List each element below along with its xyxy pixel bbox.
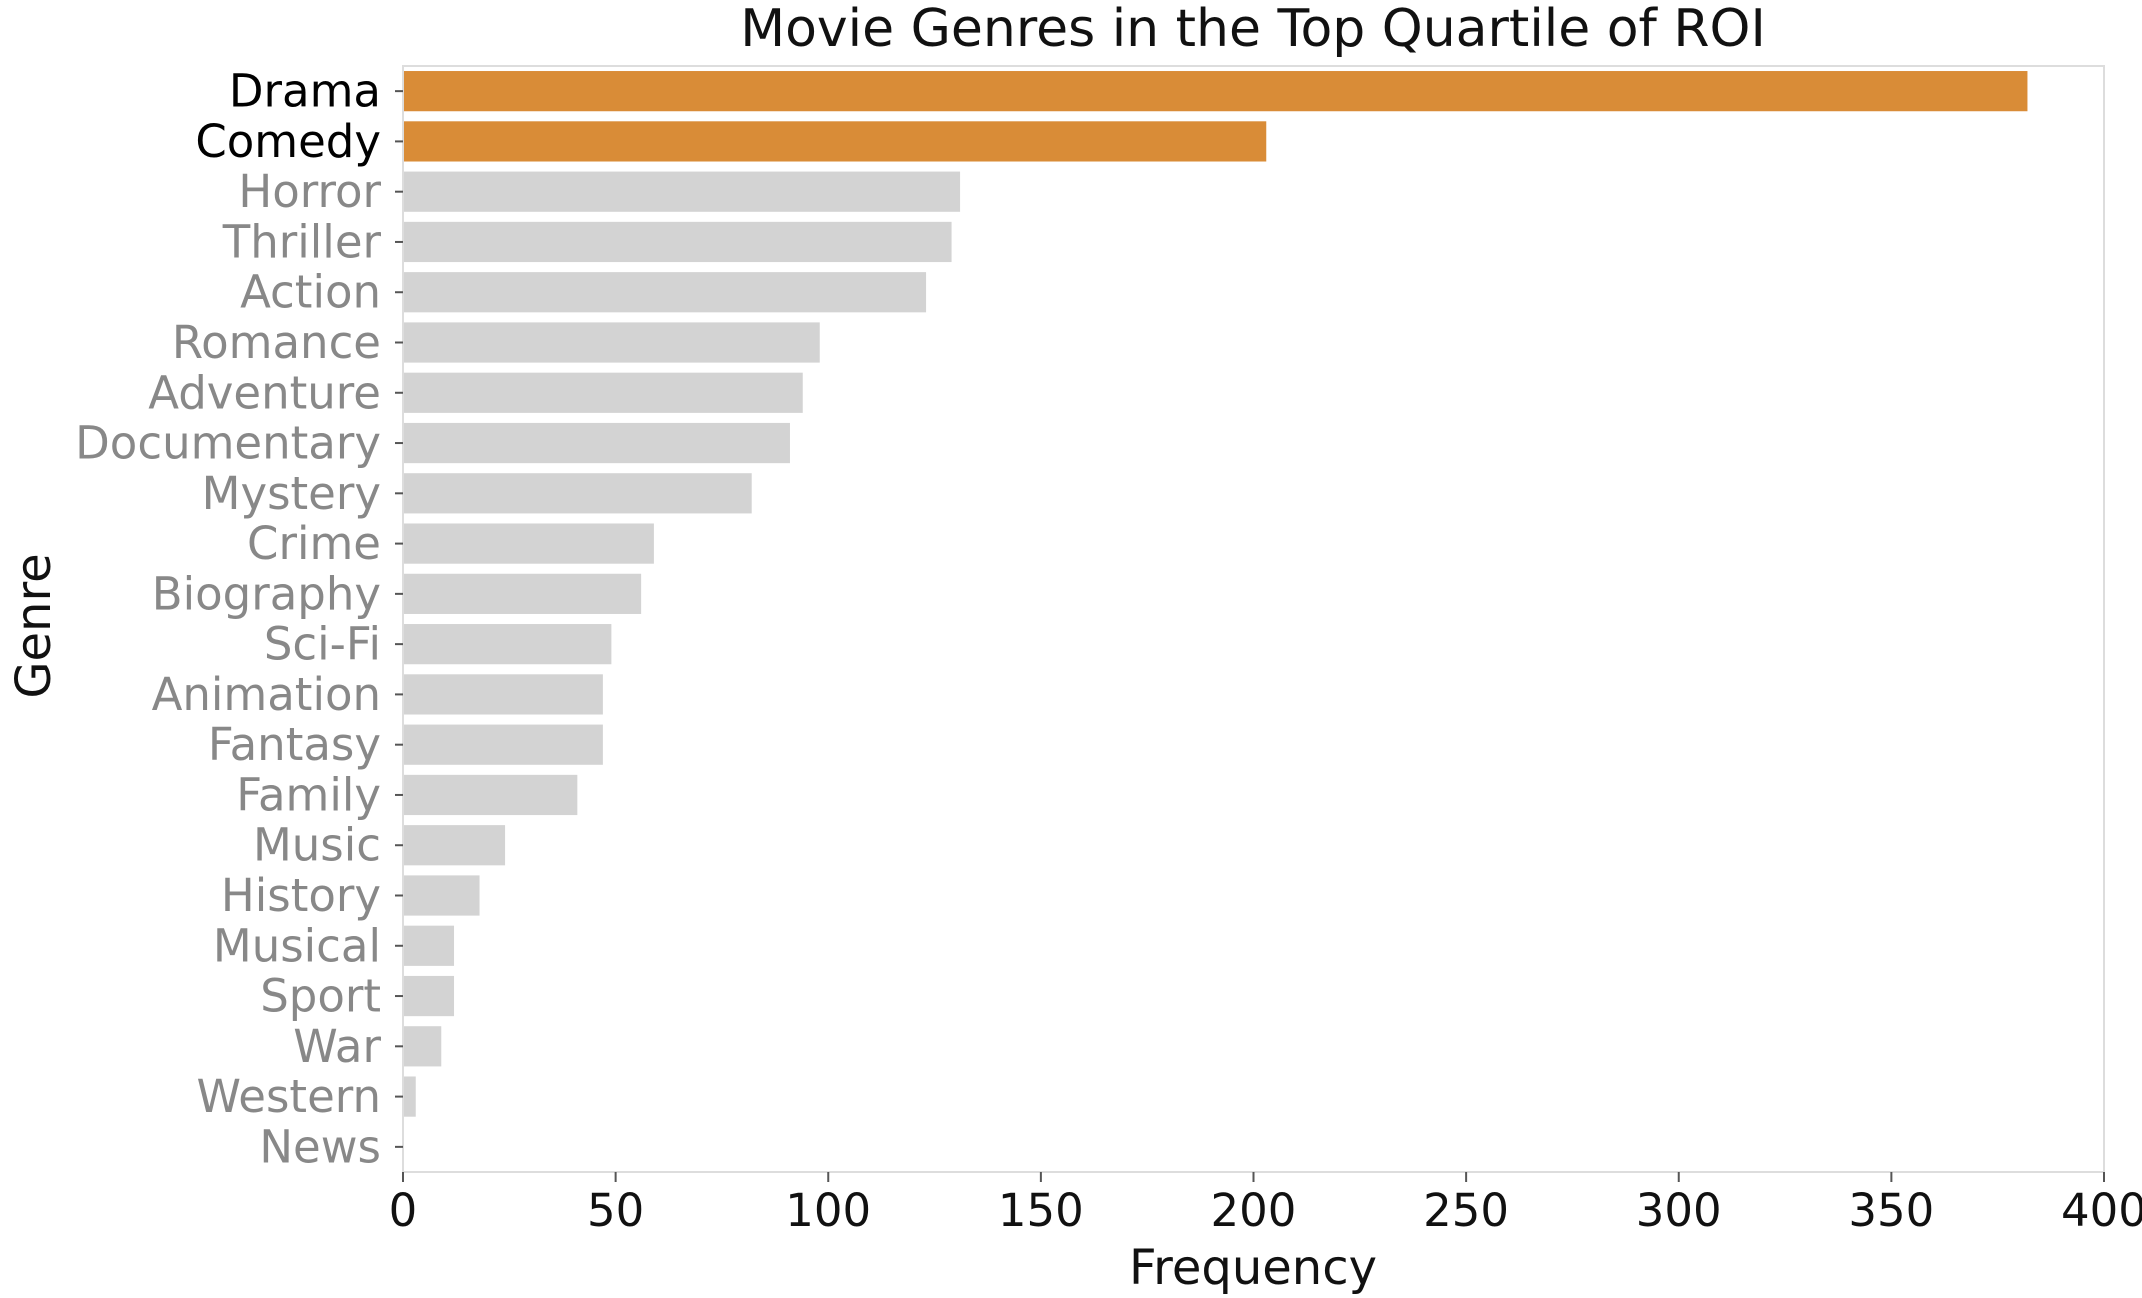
bar-mystery <box>403 473 752 514</box>
bar-animation <box>403 674 603 715</box>
bar-fantasy <box>403 724 603 765</box>
x-tick-label-0: 0 <box>389 1184 418 1237</box>
y-tick-label-crime: Crime <box>247 517 381 570</box>
bars-layer <box>403 71 2028 1117</box>
bar-western <box>403 1076 416 1117</box>
x-tick-label-350: 350 <box>1848 1184 1934 1237</box>
bar-documentary <box>403 422 790 464</box>
x-tick-label-150: 150 <box>998 1184 1084 1237</box>
bar-musical <box>403 925 455 966</box>
y-tick-label-war: War <box>293 1020 381 1073</box>
bar-thriller <box>403 221 952 263</box>
y-tick-label-romance: Romance <box>172 316 381 369</box>
y-tick-label-biography: Biography <box>152 567 381 620</box>
y-tick-label-action: Action <box>240 266 381 319</box>
bar-horror <box>403 171 961 212</box>
y-tick-label-mystery: Mystery <box>202 467 381 520</box>
bar-crime <box>403 523 654 564</box>
bar-biography <box>403 573 642 614</box>
x-tick-label-100: 100 <box>785 1184 871 1237</box>
y-tick-label-sci-fi: Sci-Fi <box>264 618 381 671</box>
bar-music <box>403 825 506 866</box>
y-tick-label-news: News <box>259 1120 381 1173</box>
bar-comedy <box>403 121 1267 162</box>
bar-sport <box>403 975 455 1017</box>
y-tick-label-sport: Sport <box>260 970 381 1023</box>
x-tick-labels: 0 50 100 150 200 250 300 350 400 <box>389 1172 2142 1237</box>
bar-family <box>403 774 578 816</box>
bar-romance <box>403 322 820 363</box>
x-axis-label: Frequency <box>1129 1240 1377 1294</box>
y-tick-label-horror: Horror <box>238 165 381 218</box>
y-tick-label-history: History <box>221 869 381 922</box>
x-tick-label-200: 200 <box>1211 1184 1297 1237</box>
y-tick-label-animation: Animation <box>152 668 381 721</box>
y-tick-label-comedy: Comedy <box>195 115 381 168</box>
y-tick-label-family: Family <box>236 768 381 821</box>
y-tick-label-documentary: Documentary <box>75 417 381 470</box>
bar-history <box>403 875 480 916</box>
y-tick-label-musical: Musical <box>213 919 381 972</box>
bar-sci-fi <box>403 624 612 665</box>
y-tick-label-western: Western <box>196 1070 381 1123</box>
x-tick-label-50: 50 <box>587 1184 644 1237</box>
y-tick-label-adventure: Adventure <box>148 366 381 419</box>
bar-drama <box>403 71 2028 112</box>
y-axis-label: Genre <box>6 553 62 698</box>
chart-title: Movie Genres in the Top Quartile of ROI <box>740 0 1766 59</box>
bar-war <box>403 1026 442 1067</box>
bar-adventure <box>403 372 803 413</box>
y-tick-label-fantasy: Fantasy <box>208 718 381 771</box>
y-tick-labels: DramaComedyHorrorThrillerActionRomanceAd… <box>75 65 403 1173</box>
y-tick-label-music: Music <box>253 819 381 872</box>
x-tick-label-400: 400 <box>2061 1184 2142 1237</box>
bar-action <box>403 272 927 313</box>
x-tick-label-300: 300 <box>1636 1184 1722 1237</box>
y-tick-label-drama: Drama <box>229 65 381 118</box>
y-tick-label-thriller: Thriller <box>222 215 382 268</box>
x-tick-label-250: 250 <box>1423 1184 1509 1237</box>
